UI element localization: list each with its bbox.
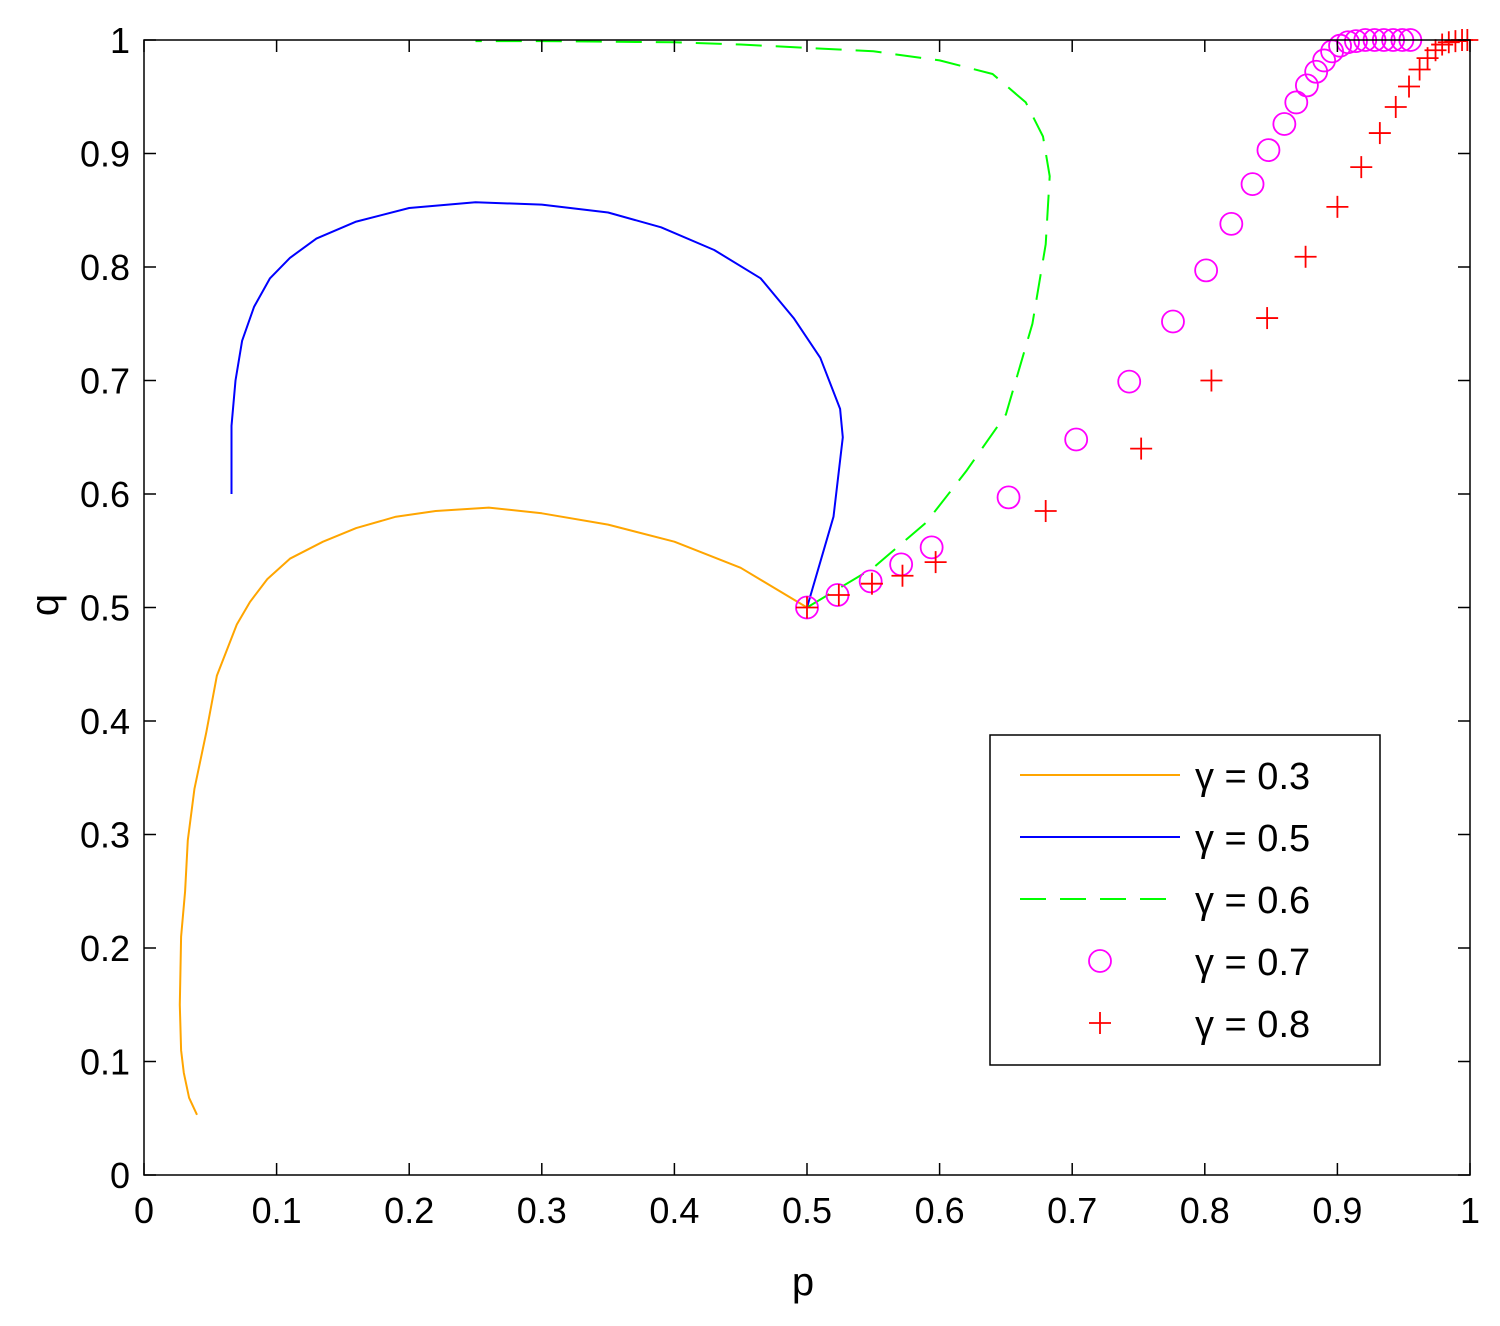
y-tick-label: 0.3 (80, 815, 130, 856)
y-tick-label: 0.7 (80, 361, 130, 402)
y-tick-label: 0.2 (80, 928, 130, 969)
plus-marker (1256, 307, 1279, 330)
y-tick-label: 0.6 (80, 474, 130, 515)
circle-marker (1219, 211, 1244, 236)
y-tick-label: 0.8 (80, 247, 130, 288)
circle-marker (996, 485, 1021, 510)
circle-marker (1194, 258, 1219, 283)
y-tick-label: 0.4 (80, 701, 130, 742)
y-axis-label: q (23, 594, 67, 616)
plus-marker (1294, 245, 1317, 268)
plus-marker (1130, 437, 1153, 460)
x-tick-label: 0.3 (517, 1190, 567, 1231)
series-3 (475, 40, 1051, 609)
plus-marker (796, 596, 818, 619)
legend-entry: γ = 0.5 (1020, 818, 1310, 860)
circle-marker (1240, 172, 1265, 197)
circle-marker (1161, 309, 1185, 334)
legend-label: γ = 0.3 (1195, 756, 1310, 798)
legend-label: γ = 0.6 (1195, 880, 1310, 922)
series-line (178, 506, 808, 1116)
circle-marker (1064, 427, 1089, 452)
legend-label: γ = 0.5 (1195, 818, 1310, 860)
plus-marker (860, 572, 883, 595)
circle-marker (1117, 369, 1142, 394)
legend-entry: γ = 0.7 (1088, 942, 1310, 984)
x-tick-label: 0.9 (1312, 1190, 1362, 1231)
legend-entry: γ = 0.6 (1020, 880, 1310, 922)
legend-label: γ = 0.7 (1195, 942, 1310, 984)
circle-marker (1295, 73, 1319, 98)
circle-marker (919, 535, 944, 560)
legend-swatch (1088, 949, 1112, 973)
plus-marker (1326, 195, 1349, 218)
legend-label: γ = 0.8 (1195, 1004, 1310, 1046)
legend-box (989, 734, 1381, 1066)
x-tick-label: 0.2 (384, 1190, 434, 1231)
x-tick-label: 0.5 (782, 1190, 832, 1231)
y-tick-label: 0.5 (80, 588, 130, 629)
circle-marker (1256, 138, 1281, 162)
x-axis-label: p (792, 1260, 814, 1304)
legend-entry: γ = 0.3 (1020, 756, 1310, 798)
y-tick-label: 0.1 (80, 1042, 130, 1083)
y-tick-label: 0 (110, 1155, 130, 1196)
series-line (230, 201, 844, 608)
circle-marker (858, 569, 883, 594)
legend-swatch (1089, 1012, 1111, 1034)
plus-marker (891, 564, 914, 587)
plus-marker (1408, 58, 1431, 81)
plus-marker (1368, 122, 1391, 145)
plus-marker (1384, 95, 1407, 118)
x-tick-label: 0.4 (649, 1190, 699, 1231)
x-tick-label: 0.7 (1047, 1190, 1097, 1231)
plus-marker (924, 551, 947, 574)
y-tick-label: 0.9 (80, 134, 130, 175)
circle-marker (1284, 90, 1309, 115)
x-tick-label: 0.8 (1180, 1190, 1230, 1231)
circle-marker (1344, 29, 1368, 54)
x-tick-label: 0.1 (252, 1190, 302, 1231)
series-2 (230, 201, 844, 608)
y-tick-label: 1 (110, 20, 130, 61)
plus-marker (1350, 156, 1373, 179)
legend: γ = 0.3 γ = 0.5 γ = 0.6 γ = 0.7 γ = 0.8 (989, 734, 1381, 1066)
plus-marker (1034, 500, 1057, 523)
series-line (475, 40, 1051, 609)
circle-marker (1312, 48, 1337, 73)
x-tick-label: 0.6 (915, 1190, 965, 1231)
axes: 0 0.1 0.2 0.3 0.4 0.5 0.6 0.7 0.8 0.9 1 0 0.1 0.2 0.3 0… (80, 20, 1480, 1231)
plus-marker (1200, 369, 1223, 392)
series-1 (178, 506, 808, 1116)
legend-entry: γ = 0.8 (1089, 1004, 1310, 1046)
plus-marker (1398, 75, 1421, 98)
x-tick-label: 0 (134, 1190, 154, 1231)
circle-marker (1272, 112, 1297, 136)
plus-marker (827, 584, 850, 607)
x-tick-label: 1 (1460, 1190, 1480, 1231)
